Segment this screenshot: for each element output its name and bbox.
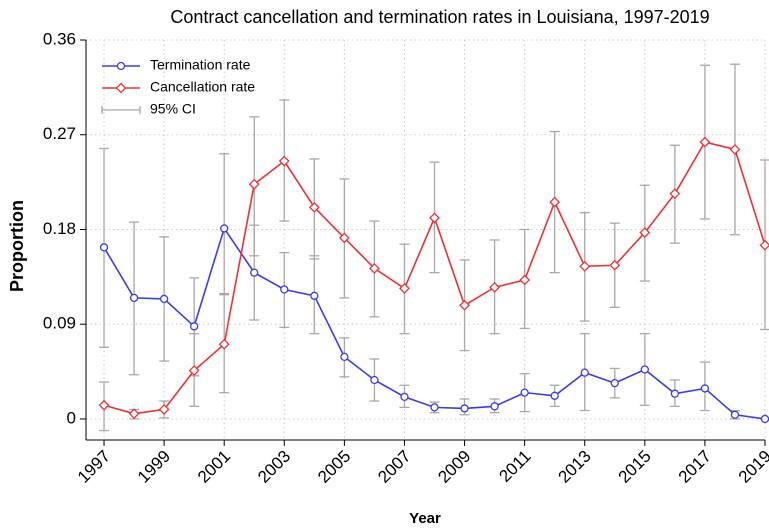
- point: [519, 274, 531, 286]
- point: [460, 404, 469, 413]
- point: [609, 259, 621, 271]
- legend-label: 95% CI: [150, 101, 196, 117]
- point: [278, 155, 290, 167]
- legend-marker: [116, 61, 126, 71]
- point: [280, 285, 289, 294]
- point: [310, 291, 319, 300]
- point: [338, 232, 350, 244]
- point: [579, 260, 591, 272]
- x-tick-label: 1997: [74, 447, 114, 487]
- point: [610, 379, 619, 388]
- y-tick-label: 0.09: [43, 314, 76, 333]
- point: [670, 389, 680, 398]
- point: [98, 399, 110, 411]
- x-tick-label: 2013: [555, 447, 595, 487]
- point: [490, 402, 499, 411]
- y-tick-label: 0.36: [43, 29, 76, 48]
- point: [700, 384, 710, 393]
- x-tick-label: 1999: [134, 447, 174, 487]
- y-axis-title: Proportion: [7, 200, 27, 292]
- point: [158, 404, 170, 415]
- y-tick-label: 0.27: [43, 124, 76, 143]
- legend-marker: [115, 82, 127, 94]
- point: [399, 283, 410, 294]
- point: [520, 388, 529, 397]
- point: [430, 403, 439, 412]
- point: [730, 410, 740, 419]
- chart-title: Contract cancellation and termination ra…: [170, 7, 709, 27]
- point: [188, 365, 200, 376]
- point: [99, 243, 109, 252]
- x-tick-label: 2001: [194, 447, 234, 487]
- point: [580, 368, 589, 377]
- point: [159, 294, 169, 304]
- point: [759, 239, 769, 251]
- point: [218, 338, 230, 350]
- point: [250, 268, 259, 277]
- point: [190, 322, 199, 331]
- point: [550, 391, 559, 400]
- point: [459, 299, 470, 311]
- legend-label: Cancellation rate: [150, 79, 255, 95]
- point: [370, 375, 379, 385]
- x-tick-label: 2011: [495, 447, 534, 486]
- x-tick-label: 2009: [434, 447, 474, 487]
- point: [220, 224, 229, 233]
- point: [489, 281, 501, 293]
- point: [429, 212, 440, 224]
- error-bar: [219, 153, 230, 296]
- x-tick-label: 2017: [675, 447, 715, 487]
- legend-label: Termination rate: [150, 57, 251, 73]
- point: [549, 196, 561, 208]
- x-tick-label: 2015: [615, 447, 655, 487]
- x-axis-title: Year: [409, 510, 441, 527]
- x-tick-label: 2005: [314, 447, 354, 487]
- point: [248, 178, 260, 190]
- point: [699, 136, 711, 148]
- point: [640, 365, 649, 374]
- point: [400, 392, 409, 401]
- point: [129, 293, 139, 303]
- x-tick-label: 2007: [374, 447, 414, 487]
- x-tick-label: 2003: [254, 447, 294, 487]
- point: [639, 227, 651, 239]
- point: [669, 188, 681, 200]
- x-tick-label: 2019: [735, 447, 769, 487]
- y-tick-label: 0: [67, 408, 76, 427]
- point: [308, 201, 320, 213]
- point: [340, 352, 349, 361]
- y-tick-label: 0.18: [43, 219, 76, 238]
- point: [369, 263, 380, 274]
- point: [729, 144, 741, 155]
- point: [128, 408, 140, 420]
- point: [760, 414, 769, 424]
